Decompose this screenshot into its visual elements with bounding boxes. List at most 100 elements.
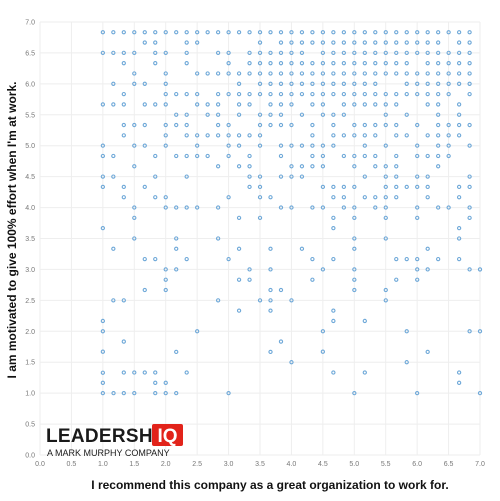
x-tick-label: 5.5 [381,461,391,468]
data-point [341,61,347,66]
data-point [121,184,126,190]
data-point [415,277,420,282]
data-point [404,112,409,117]
data-point [383,71,388,76]
data-point [467,50,472,56]
data-point [163,143,168,148]
data-point [278,112,284,117]
data-point [195,205,200,210]
data-point [467,329,472,334]
data-point [236,91,242,97]
y-tick-label: 6.5 [25,50,35,57]
data-point [415,143,420,148]
data-point [446,71,451,76]
data-point [174,122,179,128]
data-point [111,50,116,56]
data-point [383,236,388,241]
data-point [394,91,399,97]
data-point [299,50,305,56]
data-point [236,112,242,117]
y-tick-label: 3.0 [25,267,35,274]
data-point [142,40,147,45]
data-point [153,30,158,35]
data-point [121,61,126,66]
data-point [394,122,399,128]
data-point [163,102,168,107]
data-point [331,133,336,138]
data-point [153,50,158,56]
data-point [299,81,305,86]
data-point [226,390,231,396]
data-point [257,91,263,97]
data-point [320,329,326,334]
data-point [415,215,420,221]
data-point [415,81,420,86]
data-point [456,102,462,107]
x-tick-label: 6.5 [444,461,454,468]
data-point [153,390,158,396]
data-point [341,91,347,97]
data-point [268,287,273,293]
data-point [394,153,399,159]
data-point [425,61,430,66]
data-point [320,50,326,56]
data-point [132,390,137,396]
data-point [394,174,399,179]
data-point [121,30,126,35]
data-point [121,195,126,200]
data-point [299,112,305,117]
data-point [446,205,451,210]
data-point [352,184,357,190]
data-point [299,40,305,45]
data-point [352,133,357,138]
data-point [352,236,357,241]
x-tick-label: 5.0 [349,461,359,468]
data-point [352,81,357,86]
data-point [278,339,284,344]
data-point [236,71,242,76]
data-point [132,81,137,86]
data-point [383,205,388,210]
data-point [163,287,168,293]
data-point [394,30,399,35]
data-point [100,184,106,190]
data-point [320,184,326,190]
data-point [184,112,189,117]
data-point [404,71,409,76]
data-point [404,30,409,35]
data-point [310,143,315,148]
data-point [362,71,367,76]
data-point [184,153,189,159]
y-tick-label: 3.5 [25,236,35,243]
data-point [174,246,179,251]
data-point [341,205,347,210]
data-point [299,246,305,251]
data-point [404,50,409,56]
data-point [121,370,126,375]
data-point [331,370,336,375]
data-point [373,91,378,97]
data-point [341,195,347,200]
data-point [383,122,388,128]
data-point [278,102,284,107]
data-point [163,81,168,86]
data-point [132,122,137,128]
data-point [257,195,263,200]
data-point [394,184,399,190]
data-point [331,81,336,86]
data-point [383,195,388,200]
data-point [456,195,462,200]
data-point [362,370,367,375]
data-point [456,61,462,66]
data-point [467,81,472,86]
data-point [289,71,294,76]
data-point [195,91,200,97]
data-point [163,122,168,128]
data-point [195,143,200,148]
data-point [121,390,126,396]
data-point [247,184,252,190]
data-point [226,256,231,262]
data-point [425,133,430,138]
data-point [163,50,168,56]
data-point [215,102,221,107]
